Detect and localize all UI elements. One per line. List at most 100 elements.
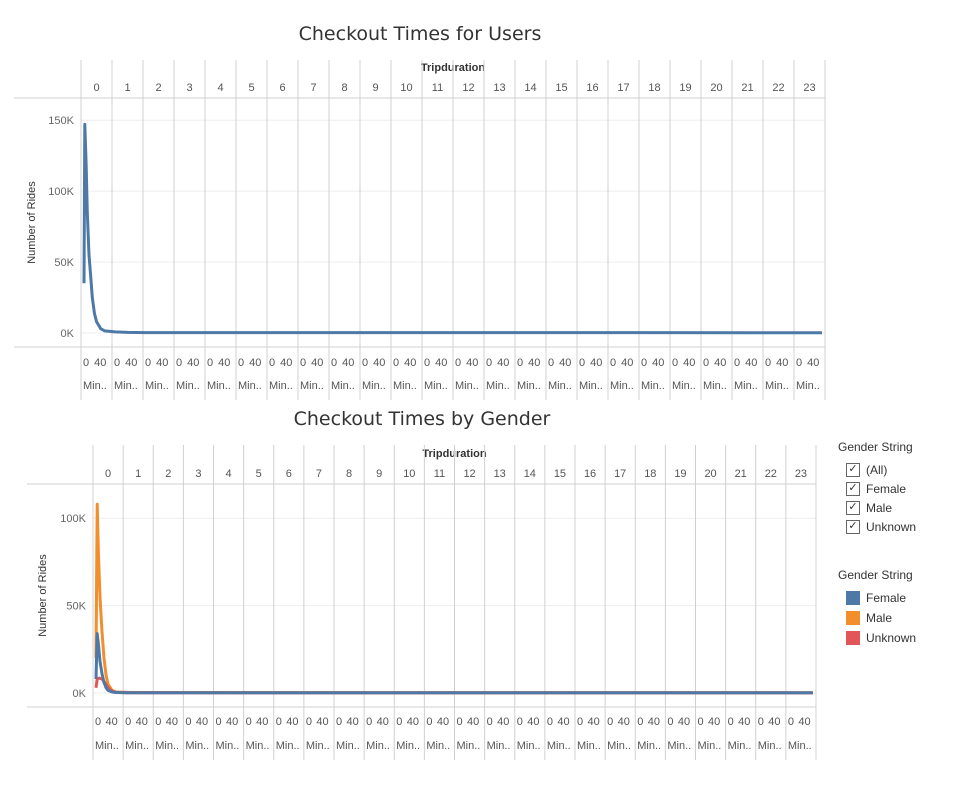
x-unit-label: Min.. xyxy=(83,380,107,392)
panel-header-label: 23 xyxy=(795,468,807,480)
x-sub-tick-label: 40 xyxy=(187,357,199,369)
x-unit-label: Min.. xyxy=(765,380,789,392)
gender-filter-legend: Gender String ✓ (All) ✓ Female ✓ Male ✓ … xyxy=(838,440,916,536)
x-unit-label: Min.. xyxy=(362,380,386,392)
x-unit-label: Min.. xyxy=(114,380,138,392)
checkbox-checked-icon[interactable]: ✓ xyxy=(846,481,860,496)
x-unit-label: Min.. xyxy=(426,740,450,752)
panel-header-label: 22 xyxy=(772,82,784,94)
x-sub-tick-label: 40 xyxy=(798,716,810,728)
x-sub-tick-label: 0 xyxy=(269,357,275,369)
checkbox-checked-icon[interactable]: ✓ xyxy=(846,519,860,534)
filter-item-unknown[interactable]: ✓ Unknown xyxy=(838,517,916,536)
x-unit-label: Min.. xyxy=(276,740,300,752)
panel-header-label: 0 xyxy=(93,82,99,94)
y-axis-title: Number of Rides xyxy=(37,554,49,637)
x-sub-tick-label: 0 xyxy=(246,716,252,728)
x-sub-tick-label: 40 xyxy=(738,716,750,728)
y-tick-label: 50K xyxy=(54,257,74,269)
x-sub-tick-label: 0 xyxy=(641,357,647,369)
checkbox-checked-icon[interactable]: ✓ xyxy=(846,500,860,515)
x-unit-label: Min.. xyxy=(672,380,696,392)
x-sub-tick-label: 0 xyxy=(215,716,221,728)
x-sub-tick-label: 40 xyxy=(557,716,569,728)
panel-header-label: 8 xyxy=(341,82,347,94)
x-sub-tick-label: 0 xyxy=(426,716,432,728)
filter-item-label: (All) xyxy=(866,462,888,477)
x-sub-tick-label: 0 xyxy=(456,716,462,728)
x-unit-label: Min.. xyxy=(698,740,722,752)
x-sub-tick-label: 40 xyxy=(166,716,178,728)
color-item-label: Unknown xyxy=(866,631,917,645)
x-sub-tick-label: 40 xyxy=(621,357,633,369)
x-unit-label: Min.. xyxy=(424,380,448,392)
x-unit-label: Min.. xyxy=(185,740,209,752)
x-sub-tick-label: 40 xyxy=(196,716,208,728)
panel-header-label: 22 xyxy=(765,468,777,480)
x-sub-tick-label: 0 xyxy=(577,716,583,728)
panel-header-label: 9 xyxy=(376,468,382,480)
x-sub-tick-label: 0 xyxy=(455,357,461,369)
x-sub-tick-label: 40 xyxy=(528,357,540,369)
color-swatch xyxy=(846,591,860,605)
x-unit-label: Min.. xyxy=(246,740,270,752)
x-unit-label: Min.. xyxy=(238,380,262,392)
filter-item-label: Female xyxy=(866,481,907,496)
x-sub-tick-label: 0 xyxy=(788,716,794,728)
x-sub-tick-label: 40 xyxy=(588,716,600,728)
panel-header-label: 9 xyxy=(372,82,378,94)
x-sub-tick-label: 40 xyxy=(342,357,354,369)
panel-header-label: 14 xyxy=(524,82,536,94)
x-unit-label: Min.. xyxy=(788,740,812,752)
panel-header-label: 6 xyxy=(286,468,292,480)
x-sub-tick-label: 0 xyxy=(610,357,616,369)
panel-header-label: 19 xyxy=(674,468,686,480)
x-sub-tick-label: 40 xyxy=(94,357,106,369)
x-sub-tick-label: 0 xyxy=(176,357,182,369)
color-item-female[interactable]: Female xyxy=(838,588,916,608)
x-sub-tick-label: 0 xyxy=(548,357,554,369)
checkbox-checked-icon[interactable]: ✓ xyxy=(846,462,860,477)
x-sub-tick-label: 0 xyxy=(114,357,120,369)
y-tick-label: 50K xyxy=(66,601,86,613)
filter-item-female[interactable]: ✓ Female xyxy=(838,479,916,498)
filter-item-all[interactable]: ✓ (All) xyxy=(838,460,916,479)
x-sub-tick-label: 0 xyxy=(796,357,802,369)
x-sub-tick-label: 40 xyxy=(467,716,479,728)
x-unit-label: Min.. xyxy=(300,380,324,392)
x-unit-label: Min.. xyxy=(758,740,782,752)
x-sub-tick-label: 0 xyxy=(579,357,585,369)
panel-header-label: 21 xyxy=(735,468,747,480)
x-sub-tick-label: 0 xyxy=(607,716,613,728)
x-unit-label: Min.. xyxy=(703,380,727,392)
color-item-unknown[interactable]: Unknown xyxy=(838,628,916,648)
panel-header-label: 1 xyxy=(135,468,141,480)
panel-header-label: 7 xyxy=(316,468,322,480)
filter-item-male[interactable]: ✓ Male xyxy=(838,498,916,517)
panel-header-label: 3 xyxy=(186,82,192,94)
x-sub-tick-label: 0 xyxy=(672,357,678,369)
panel-header-label: 4 xyxy=(226,468,232,480)
chart-title: Checkout Times by Gender xyxy=(294,408,551,430)
x-sub-tick-label: 40 xyxy=(497,716,509,728)
panel-header-label: 19 xyxy=(679,82,691,94)
color-item-label: Female xyxy=(866,591,907,605)
x-sub-tick-label: 40 xyxy=(311,357,323,369)
x-sub-tick-label: 0 xyxy=(336,716,342,728)
x-sub-tick-label: 40 xyxy=(618,716,630,728)
filter-item-label: Unknown xyxy=(866,519,917,534)
x-sub-tick-label: 40 xyxy=(466,357,478,369)
x-sub-tick-label: 40 xyxy=(226,716,238,728)
color-item-male[interactable]: Male xyxy=(838,608,916,628)
x-unit-label: Min.. xyxy=(548,380,572,392)
x-sub-tick-label: 40 xyxy=(407,716,419,728)
x-unit-label: Min.. xyxy=(176,380,200,392)
panel-header-label: 18 xyxy=(648,82,660,94)
x-unit-label: Min.. xyxy=(486,380,510,392)
y-tick-label: 100K xyxy=(60,513,86,525)
panel-header-label: 21 xyxy=(741,82,753,94)
x-unit-label: Min.. xyxy=(641,380,665,392)
series-line-all xyxy=(82,122,823,335)
panel-header-label: 13 xyxy=(493,82,505,94)
x-sub-tick-label: 40 xyxy=(648,716,660,728)
